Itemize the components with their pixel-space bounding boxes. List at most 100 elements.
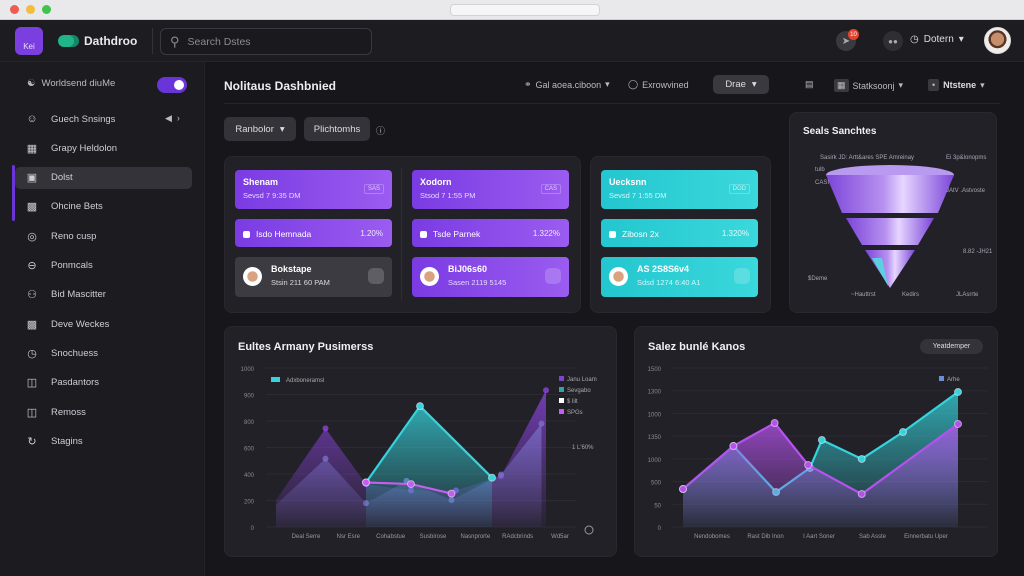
stat-card[interactable]: BiJ06s60 Sasen 2119 5145	[412, 257, 569, 297]
avatar[interactable]	[984, 27, 1011, 54]
sidebar-item[interactable]: ◫ Remoss	[15, 401, 192, 423]
x-tick-label: Deal Serre	[292, 534, 321, 540]
funnel-label: CASI	[815, 180, 830, 186]
sidebar-item[interactable]: ▣ Dolst	[15, 166, 192, 189]
funnel-stage-3	[865, 250, 915, 288]
y-tick-label: 1000	[241, 367, 255, 373]
nav-arrows[interactable]: ◀ ›	[165, 113, 180, 123]
comment-icon: ◯	[628, 79, 639, 89]
card-title: Uecksnn	[609, 177, 647, 187]
address-bar[interactable]	[450, 4, 600, 16]
sidebar-item-label: Guech Snsings	[51, 113, 116, 125]
app-logo[interactable]: Kei	[15, 27, 43, 55]
id-icon: ◫	[26, 377, 38, 390]
avatar	[420, 267, 439, 286]
stat-card[interactable]: Shenam Sevsd 7 9:35 DM SAS	[235, 170, 392, 209]
data-point	[362, 478, 370, 487]
sidebar-item[interactable]: ◎ Reno cusp	[15, 225, 192, 247]
card-percent: 1.20%	[360, 229, 383, 238]
data-point	[488, 473, 496, 482]
tag-icon	[420, 231, 427, 239]
data-point	[543, 387, 549, 394]
clock-icon: ◷	[27, 347, 37, 360]
data-point	[679, 485, 687, 494]
card-badge: DOD	[728, 184, 750, 194]
data-point	[899, 428, 907, 437]
face-icon: ☺	[26, 113, 38, 125]
apps-button[interactable]: ●●	[883, 31, 903, 51]
legend-swatch	[559, 376, 564, 381]
funnel-title: Seals Sanchtes	[803, 126, 877, 137]
y-tick-label: 1300	[648, 390, 662, 396]
filter-chip[interactable]: Plichtomhs	[304, 117, 370, 141]
card-percent: 1.320%	[721, 229, 749, 238]
stat-card[interactable]: Uecksnn Sevsd 7 1:55 DM DOD	[601, 170, 758, 209]
primary-dropdown-button[interactable]: Drae ▾	[713, 75, 769, 94]
legend-swatch	[559, 387, 564, 392]
funnel-stage-accent	[872, 258, 888, 286]
card-subtitle: Sevsd 7 1:55 DM	[609, 191, 667, 200]
search-input[interactable]: ⚲ Search Dstes	[160, 28, 372, 55]
sidebar-item[interactable]: ⊖ Ponmcals	[15, 255, 192, 277]
funnel-label: 8.82 -JH21	[963, 249, 993, 255]
stat-card[interactable]: Isdo Hemnada 1.20%	[235, 219, 392, 247]
book-icon[interactable]: ▤	[805, 79, 814, 89]
user-menu[interactable]: ◷ Dotern ▾	[910, 34, 964, 45]
filter-dropdown-4[interactable]: • Ntstene ▾	[928, 79, 985, 91]
sidebar-item-label: Deve Weckes	[51, 318, 110, 330]
data-point	[770, 419, 779, 428]
sidebar-item[interactable]: ▩ Ohcine Bets	[15, 196, 192, 218]
chevron-down-icon: ▾	[980, 79, 985, 90]
stat-card[interactable]: Bokstape Stsin 211 60 PAM	[235, 257, 392, 297]
select-dropdown[interactable]: Ranbolor ▾	[224, 117, 296, 141]
chart-2-button[interactable]: Yeatdemper	[920, 339, 983, 354]
app-icon[interactable]	[368, 268, 384, 284]
sidebar-toggle[interactable]	[157, 77, 187, 93]
data-point	[447, 489, 456, 498]
series-area	[683, 423, 958, 527]
sidebar-item[interactable]: ⚇ Bid Mascitter	[15, 284, 192, 306]
circle-minus-icon: ⊖	[27, 260, 37, 272]
minimize-window-button[interactable]	[26, 5, 35, 14]
card-subtitle: Sevsd 7 9:35 DM	[243, 191, 301, 200]
x-tick-label: Sab Asste	[859, 534, 887, 540]
notification-badge: 10	[848, 29, 859, 40]
sidebar-item[interactable]: ▩ Deve Weckes	[15, 313, 192, 335]
funnel-label: tulb	[815, 167, 825, 173]
close-window-button[interactable]	[10, 5, 19, 14]
legend-label: Sevgabo	[567, 388, 591, 394]
app-icon[interactable]	[734, 268, 750, 284]
funnel-stage-1	[826, 175, 954, 213]
data-point	[857, 454, 866, 463]
filter-dropdown-1[interactable]: ⚭ Gal aoea.ciboon ▾	[524, 79, 610, 90]
info-icon[interactable]: ⓘ	[376, 126, 386, 136]
y-tick-label: 400	[244, 473, 255, 479]
globe-icon: ◎	[27, 230, 37, 243]
stat-card[interactable]: Tsde Parnek 1.322%	[412, 219, 569, 247]
y-tick-label: 1500	[648, 367, 662, 373]
filter-2[interactable]: ◯ Exrowvined	[628, 79, 689, 90]
filter-dropdown-3[interactable]: ▦ Statksoonj ▾	[834, 79, 903, 92]
stat-card[interactable]: Xodorn Stsod 7 1:55 PM CAS	[412, 170, 569, 209]
stat-card[interactable]: AS 2S8S6v4 Sdsd 1274 6:40 A1	[601, 257, 758, 297]
calendar-icon: ▦	[26, 142, 38, 155]
maximize-window-button[interactable]	[42, 5, 51, 14]
active-indicator	[12, 165, 15, 221]
sidebar-item[interactable]: ↻ Stagins	[15, 430, 192, 452]
sidebar-item[interactable]: ▦ Grapy Heldolon	[15, 137, 192, 159]
stat-card[interactable]: Zibosn 2x 1.320%	[601, 219, 758, 247]
sidebar-item[interactable]: ◫ Pasdantors	[15, 372, 192, 394]
app-icon[interactable]	[545, 268, 561, 284]
x-tick-label: Nendobomes	[694, 534, 730, 540]
sidebar-item[interactable]: ☺ Guech Snsings	[15, 108, 192, 130]
sidebar-item[interactable]: ◷ Snochuess	[15, 342, 192, 364]
sidebar-item-label: Pasdantors	[51, 377, 100, 389]
x-tick-label: Rast Dib Inon	[747, 534, 783, 540]
settings-icon: •	[928, 79, 940, 91]
workspace-icon: ☯	[27, 78, 36, 89]
columns-icon: ◫	[26, 406, 38, 419]
logo-text: Kei	[23, 42, 35, 51]
sidebar-item-label: Dolst	[51, 172, 73, 184]
search-placeholder: Search Dstes	[187, 35, 251, 48]
